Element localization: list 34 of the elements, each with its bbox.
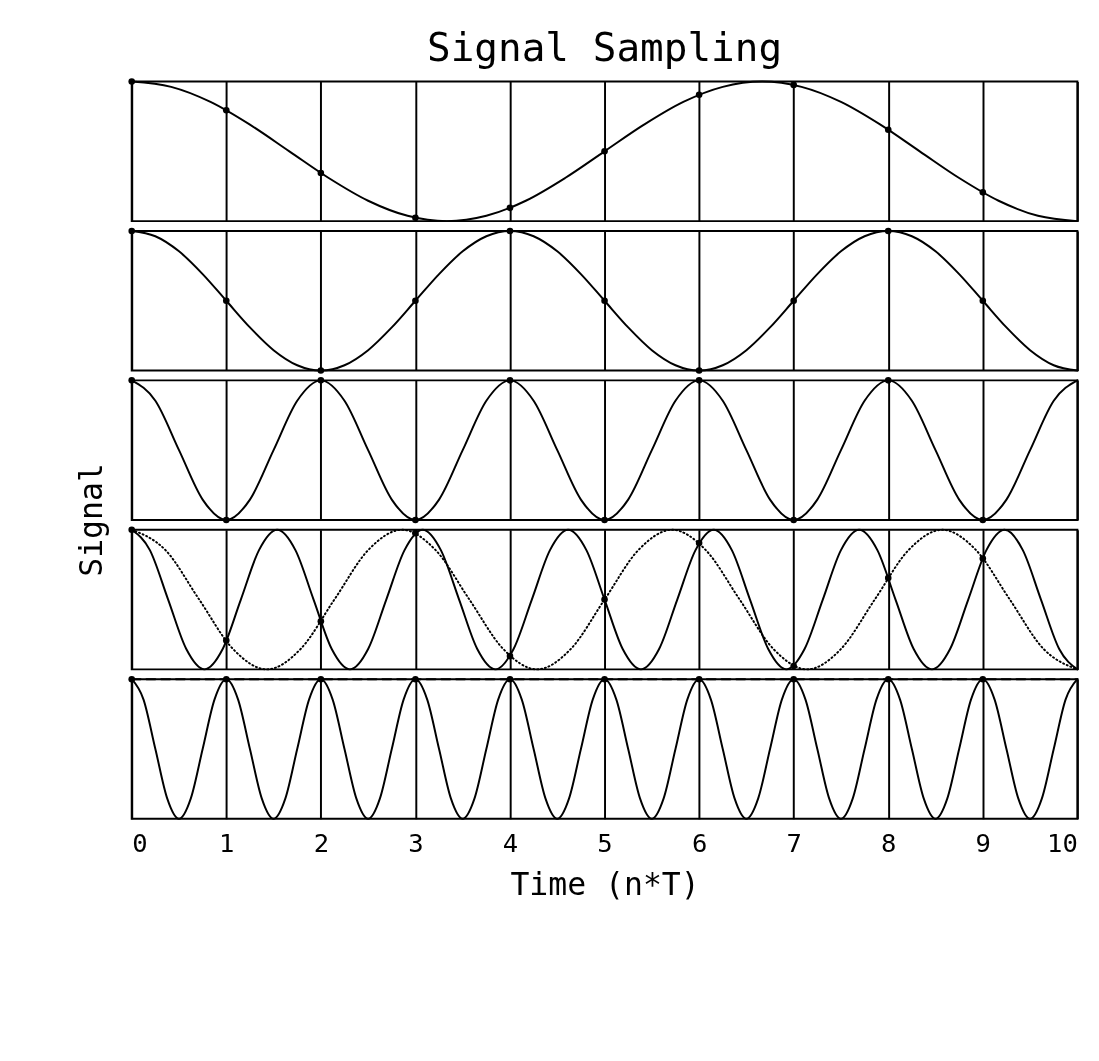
point — [128, 78, 136, 85]
point — [128, 526, 136, 534]
x-tick-label: 9 — [975, 827, 991, 858]
point — [695, 91, 703, 99]
point — [695, 539, 703, 547]
x-tick-label: 2 — [313, 827, 330, 858]
point — [506, 652, 514, 660]
point — [601, 148, 608, 155]
point — [601, 596, 608, 603]
point — [790, 81, 797, 89]
point — [317, 617, 325, 625]
point — [222, 107, 230, 114]
point — [979, 189, 987, 196]
x-tick-label: 5 — [597, 827, 613, 858]
x-tick-label: 3 — [408, 827, 424, 858]
x-tick-label: 6 — [691, 827, 708, 858]
y-axis-title: Signal — [73, 463, 110, 577]
point — [412, 529, 419, 537]
point — [412, 214, 419, 222]
x-tick-label: 1 — [219, 827, 235, 858]
x-tick-label: 10 — [1047, 827, 1078, 858]
point — [884, 126, 892, 133]
chart-title: Signal Sampling — [427, 24, 783, 70]
point — [790, 662, 797, 670]
point — [979, 555, 987, 562]
point — [317, 169, 325, 177]
x-axis-title: Time (n*T) — [510, 865, 700, 902]
point — [222, 637, 230, 644]
x-tick-label: 4 — [502, 827, 519, 858]
x-tick-label: 8 — [881, 827, 897, 858]
x-tick-label: 7 — [786, 827, 802, 858]
point — [884, 574, 892, 582]
x-tick-label: 0 — [132, 827, 148, 858]
point — [506, 204, 514, 212]
